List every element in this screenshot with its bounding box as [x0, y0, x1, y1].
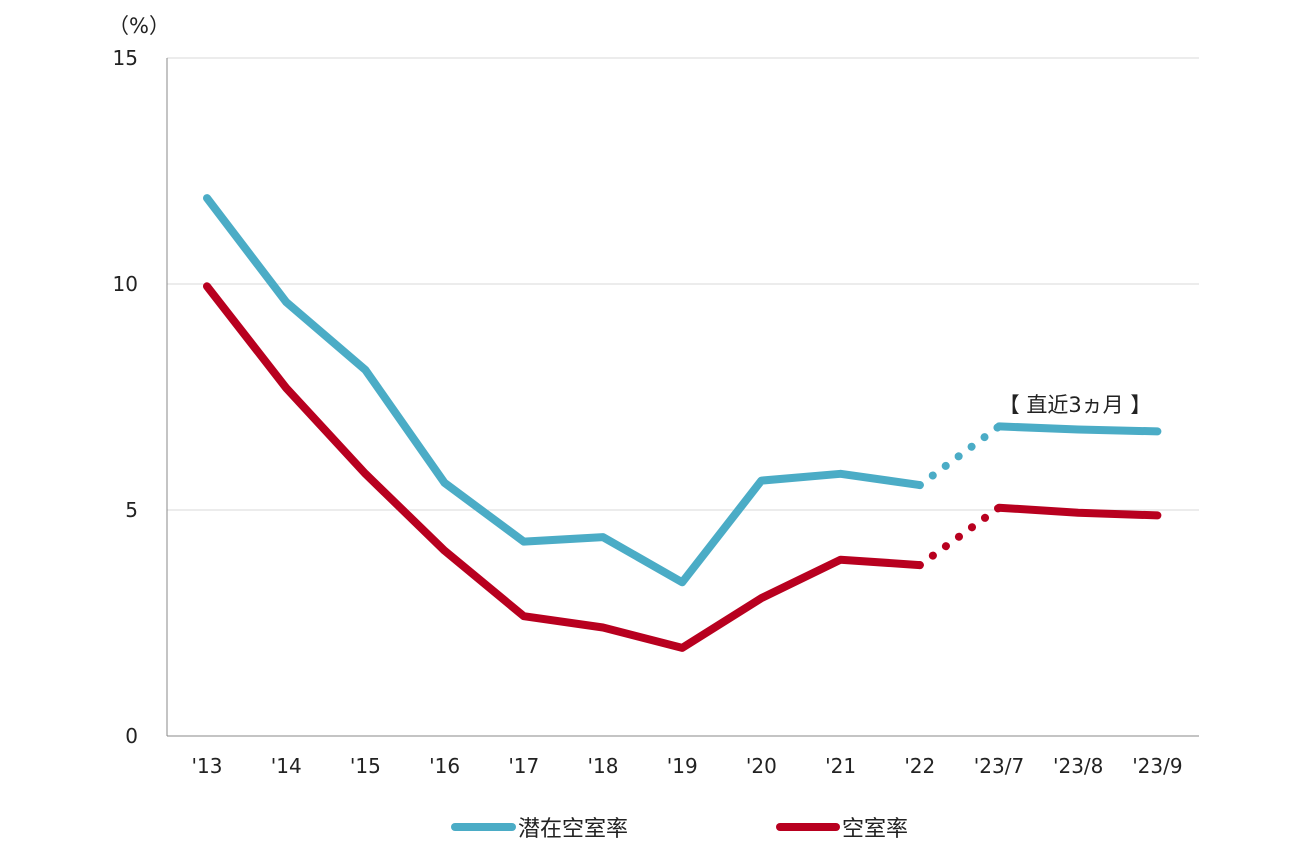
series-1-annual-line: [203, 282, 924, 652]
legend-label-potential-vacancy: 潜在空室率: [518, 817, 628, 842]
series-0-recent-line: [995, 422, 1162, 436]
grid-lines: [167, 57, 1199, 511]
x-tick-label-0: '13: [192, 754, 223, 778]
x-tick-label-9: '22: [904, 754, 935, 778]
x-tick-label-10: '23/7: [974, 754, 1024, 778]
x-tick-label-8: '21: [825, 754, 856, 778]
y-tick-label-10: 10: [113, 272, 138, 296]
x-tick-label-11: '23/8: [1053, 754, 1103, 778]
series-0-annual-line: [203, 194, 924, 587]
y-axis-ticks: 0 5 10 15: [113, 46, 138, 748]
x-axis-ticks: '13 '14 '15 '16 '17 '18 '19 '20 '21 '22 '23/7 '23/8…: [192, 754, 1183, 778]
x-tick-label-5: '18: [588, 754, 619, 778]
legend-label-vacancy: 空室率: [842, 817, 908, 842]
series-lines: [203, 194, 1162, 652]
y-axis-unit-label: （%）: [108, 14, 170, 38]
axes: [166, 58, 1199, 737]
legend: 潜在空室率 空室率: [451, 817, 908, 842]
y-tick-label-5: 5: [125, 498, 138, 522]
x-tick-label-3: '16: [429, 754, 460, 778]
y-tick-label-15: 15: [113, 46, 138, 70]
recent-three-months-annotation: 【 直近3ヵ月 】: [999, 393, 1152, 417]
y-tick-label-0: 0: [125, 724, 138, 748]
x-tick-label-12: '23/9: [1132, 754, 1182, 778]
x-tick-label-6: '19: [667, 754, 698, 778]
series-0-bridge-dotted: [915, 422, 1003, 490]
series-1-bridge-dotted: [915, 503, 1003, 570]
x-tick-label-2: '15: [350, 754, 381, 778]
x-tick-label-1: '14: [271, 754, 302, 778]
series-1-recent-line: [995, 503, 1162, 520]
x-tick-label-4: '17: [508, 754, 539, 778]
x-tick-label-7: '20: [746, 754, 777, 778]
